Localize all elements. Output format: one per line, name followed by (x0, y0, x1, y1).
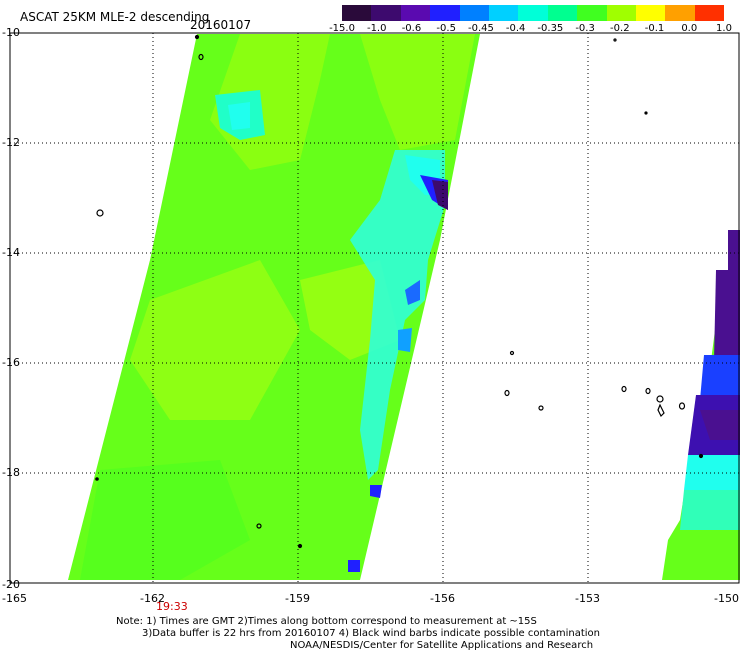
colorbar-labels: -15.0 -1.0 -0.6 -0.5 -0.45 -0.4 -0.35 -0.3 -0.2 -… (329, 23, 732, 37)
colorbar-cell (635, 5, 666, 21)
colorbar-tick-label: -0.1 (644, 23, 665, 34)
colorbar-cell (430, 5, 460, 21)
colorbar-cell (488, 5, 519, 21)
x-tick-label: -159 (285, 592, 310, 605)
colorbar-cell (371, 5, 401, 21)
colorbar-cell (694, 5, 725, 21)
colorbar-cell (342, 5, 372, 21)
colorbar-cell (577, 5, 607, 21)
y-tick-label: -20 (2, 578, 20, 591)
colorbar-tick-label: -0.35 (537, 23, 564, 34)
colorbar (342, 5, 725, 21)
y-tick-label: -14 (2, 246, 20, 259)
x-tick-label: -153 (575, 592, 600, 605)
colorbar-cell (400, 5, 431, 21)
colorbar-tick-label: -0.4 (505, 23, 526, 34)
y-tick-label: -10 (2, 26, 20, 39)
map-title: ASCAT 25KM MLE-2 descending (20, 10, 210, 24)
colorbar-cell (665, 5, 695, 21)
colorbar-tick-label: -1.0 (366, 23, 387, 34)
colorbar-tick-label: 1.0 (716, 23, 732, 34)
swath-left (68, 34, 480, 580)
note-line-2: 3)Data buffer is 22 hrs from 20160107 4)… (142, 628, 600, 639)
colorbar-cell (518, 5, 548, 21)
colorbar-cell (547, 5, 578, 21)
x-tick-label: -150 (714, 592, 739, 605)
colorbar-cell (459, 5, 489, 21)
colorbar-tick-label: -0.5 (436, 23, 456, 34)
map-date: 20160107 (190, 18, 252, 32)
map-frame (9, 32, 740, 584)
note-line-3: NOAA/NESDIS/Center for Satellite Applica… (290, 640, 594, 651)
colorbar-tick-label: -15.0 (329, 23, 355, 34)
y-tick-label: -16 (2, 356, 20, 369)
x-tick-label: -156 (430, 592, 455, 605)
colorbar-tick-label: 0.0 (681, 23, 698, 34)
x-tick-label: -162 (140, 592, 165, 605)
time-label: 19:33 (156, 600, 188, 613)
colorbar-tick-label: -0.45 (467, 23, 494, 34)
colorbar-tick-label: -0.2 (610, 23, 630, 34)
y-tick-label: -12 (2, 136, 20, 149)
islands (95, 34, 704, 549)
colorbar-tick-label: -0.3 (575, 23, 595, 34)
colorbar-tick-label: -0.6 (401, 23, 422, 34)
note-line-1: Note: 1) Times are GMT 2)Times along bot… (116, 616, 537, 627)
x-tick-label: -165 (2, 592, 27, 605)
colorbar-cell (606, 5, 636, 21)
swath-right (662, 230, 740, 580)
y-tick-label: -18 (2, 466, 20, 479)
